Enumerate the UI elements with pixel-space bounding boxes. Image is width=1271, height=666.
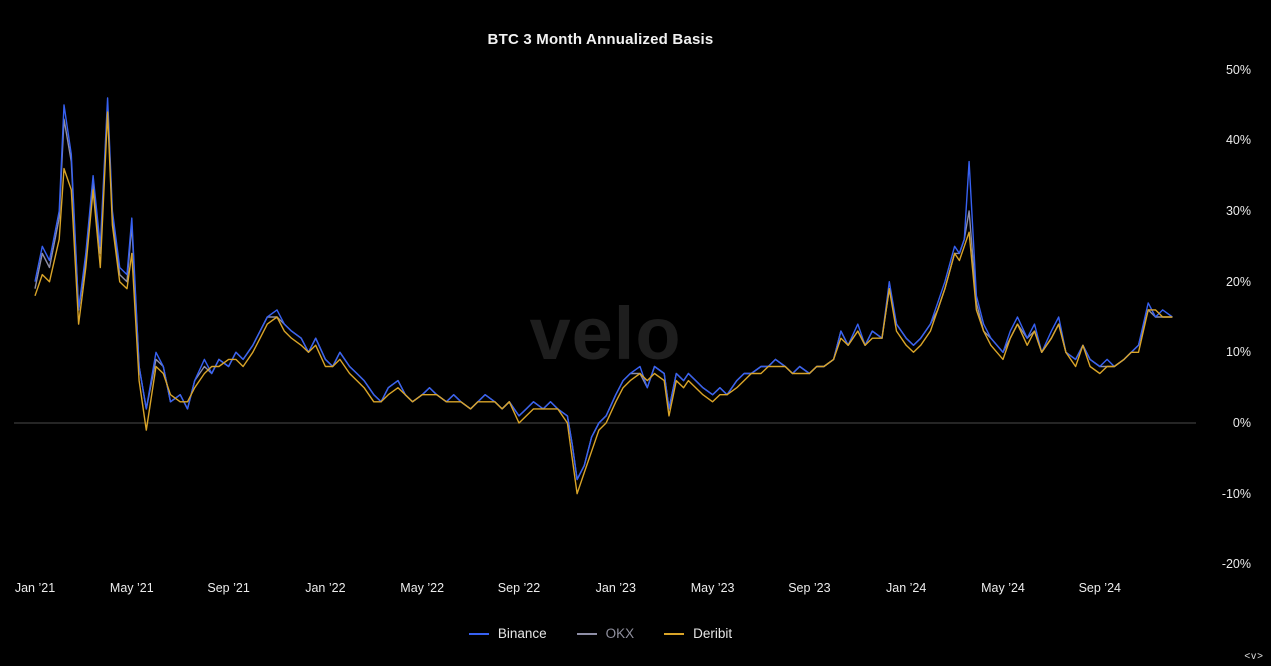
legend-item-deribit[interactable]: Deribit [664,626,732,641]
x-tick-label: May ’21 [109,581,154,595]
legend-label: Deribit [693,626,733,641]
x-tick-label: Sep ’21 [207,581,250,595]
legend-item-okx[interactable]: OKX [576,626,635,641]
y-tick-label: -10% [1221,486,1251,501]
series-line-binance [34,97,1173,481]
legend-label: Binance [497,626,547,641]
legend-swatch-okx [576,632,597,635]
x-tick-label: Sep ’24 [1078,581,1121,595]
y-tick-label: 20% [1225,274,1251,289]
y-tick-label: 10% [1225,345,1251,360]
x-tick-label: Jan ’21 [14,581,56,595]
x-tick-label: Jan ’23 [595,581,636,595]
y-tick-label: 30% [1225,204,1251,219]
legend-item-binance[interactable]: Binance [468,626,547,641]
x-tick-label: Sep ’23 [788,581,831,595]
legend-label: OKX [605,626,635,641]
x-tick-label: May ’22 [400,581,445,595]
velo-watermark: velo [529,292,682,375]
x-tick-label: May ’24 [981,581,1025,595]
y-tick-label: -20% [1221,557,1251,572]
chart-title: BTC 3 Month Annualized Basis [487,31,714,48]
series-line-deribit [34,111,1173,495]
y-tick-label: 0% [1232,416,1251,430]
y-tick-label: 50% [1225,62,1251,77]
legend-swatch-deribit [664,632,685,635]
x-tick-label: May ’23 [690,581,735,595]
chart-legend: Binance OKX Deribit [0,626,1201,641]
x-tick-label: Sep ’22 [497,581,541,595]
y-tick-label: 40% [1225,133,1251,148]
panel-toggle[interactable]: <v> [1244,651,1264,662]
legend-swatch-binance [468,632,489,635]
x-tick-label: Jan ’22 [305,581,346,595]
x-tick-label: Jan ’24 [886,581,927,595]
